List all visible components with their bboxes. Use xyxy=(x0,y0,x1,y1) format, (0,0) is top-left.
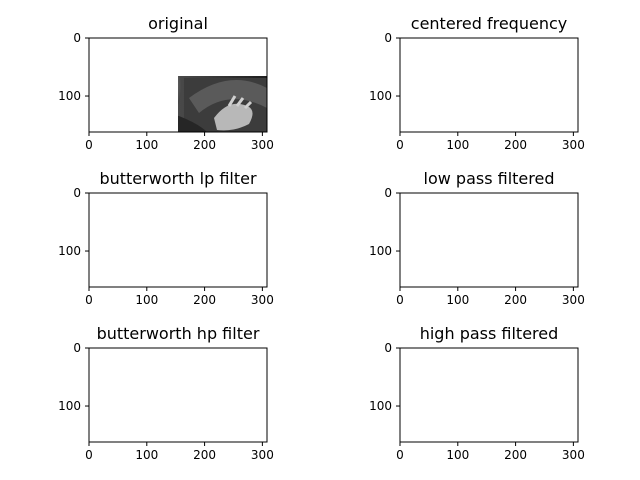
y-tick-label: 0 xyxy=(73,31,81,45)
spectrum-center xyxy=(400,38,578,132)
subplot-5: butterworth hp filter 0 100 200 300 0 100 xyxy=(58,324,274,462)
subplot-2: centered frequency 0 100 200 300 0 100 xyxy=(369,14,585,152)
lowpass-mask xyxy=(89,193,267,287)
subplot-title: butterworth hp filter xyxy=(97,324,260,343)
subplot-title: low pass filtered xyxy=(424,169,555,188)
image-content xyxy=(400,38,578,132)
x-tick-label: 300 xyxy=(251,293,274,307)
subplot-4: low pass filtered 0 100 200 300 0 100 xyxy=(369,169,585,307)
x-tick-label: 200 xyxy=(193,448,216,462)
image-content xyxy=(178,76,269,134)
axes-frame xyxy=(88,37,268,133)
subplot-1: original 0 100 200 300 0 100 xyxy=(58,14,274,152)
highpass-mask xyxy=(89,348,267,442)
y-tick-label: 100 xyxy=(58,244,81,258)
x-tick-label: 200 xyxy=(504,293,527,307)
spectrum-noise xyxy=(400,38,578,132)
image-low-pass xyxy=(400,193,578,287)
subplot-title: butterworth lp filter xyxy=(99,169,257,188)
x-tick-label: 0 xyxy=(396,138,404,152)
subplot-title: original xyxy=(148,14,208,33)
x-tick-label: 0 xyxy=(85,293,93,307)
x-tick-label: 100 xyxy=(135,138,158,152)
axes-frame xyxy=(399,37,579,133)
x-tick-label: 200 xyxy=(193,138,216,152)
x-tick-label: 0 xyxy=(396,293,404,307)
subplot-title: high pass filtered xyxy=(420,324,559,343)
x-tick-label: 0 xyxy=(396,448,404,462)
subplot-3: butterworth lp filter 0 100 200 300 0 100 xyxy=(58,169,274,307)
y-tick-label: 0 xyxy=(384,31,392,45)
x-tick-label: 300 xyxy=(251,448,274,462)
y-tick-label: 100 xyxy=(369,244,392,258)
image-original xyxy=(178,76,269,134)
image-content xyxy=(400,348,578,442)
x-tick-label: 300 xyxy=(562,293,585,307)
y-tick-label: 0 xyxy=(73,341,81,355)
y-tick-label: 100 xyxy=(369,89,392,103)
x-tick-label: 100 xyxy=(446,448,469,462)
x-tick-label: 100 xyxy=(135,293,158,307)
x-tick-label: 0 xyxy=(85,138,93,152)
subplot-title: centered frequency xyxy=(411,14,567,33)
subplot-6: high pass filtered 0 100 200 300 0 100 xyxy=(369,324,585,462)
x-tick-label: 100 xyxy=(446,293,469,307)
y-tick-label: 0 xyxy=(384,186,392,200)
y-tick-label: 100 xyxy=(58,89,81,103)
x-tick-label: 300 xyxy=(251,138,274,152)
image-content xyxy=(400,193,578,287)
image-content xyxy=(89,348,267,442)
x-tick-label: 0 xyxy=(85,448,93,462)
x-tick-label: 200 xyxy=(504,138,527,152)
x-tick-label: 300 xyxy=(562,448,585,462)
axes-frame xyxy=(88,347,268,443)
axes-frame xyxy=(399,347,579,443)
image-content xyxy=(89,193,267,287)
edges xyxy=(410,352,578,442)
y-tick-label: 100 xyxy=(58,399,81,413)
x-tick-label: 300 xyxy=(562,138,585,152)
x-tick-label: 100 xyxy=(446,138,469,152)
x-tick-label: 200 xyxy=(504,448,527,462)
y-tick-label: 0 xyxy=(73,186,81,200)
axes-frame xyxy=(88,192,268,288)
y-tick-label: 0 xyxy=(384,341,392,355)
y-tick-label: 100 xyxy=(369,399,392,413)
x-tick-label: 100 xyxy=(135,448,158,462)
axes-frame xyxy=(399,192,579,288)
x-tick-label: 200 xyxy=(193,293,216,307)
